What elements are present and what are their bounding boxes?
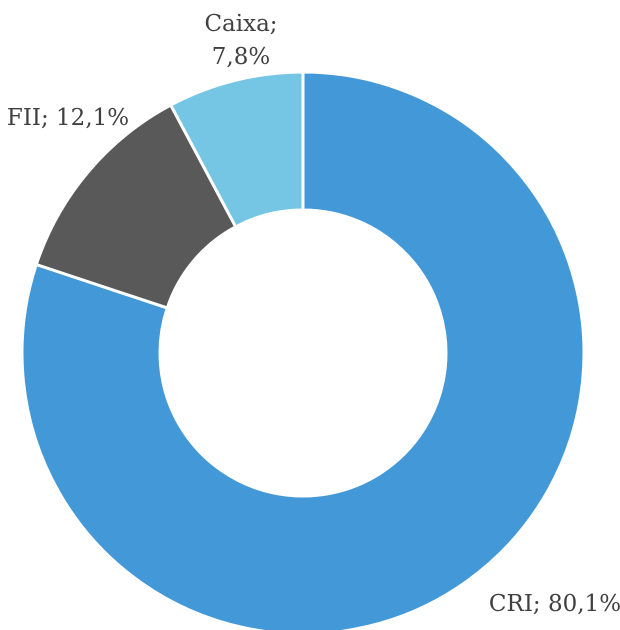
donut-slice [169,70,305,229]
data-label-line: Caixa; [204,11,277,37]
data-label: Caixa; 7,8% [204,11,277,70]
data-label: FII; 12,1% [7,105,129,131]
data-label-line: 7,8% [212,44,270,70]
donut-slice [20,70,586,630]
donut-slice [34,103,238,310]
data-label: CRI; 80,1% [489,591,620,617]
